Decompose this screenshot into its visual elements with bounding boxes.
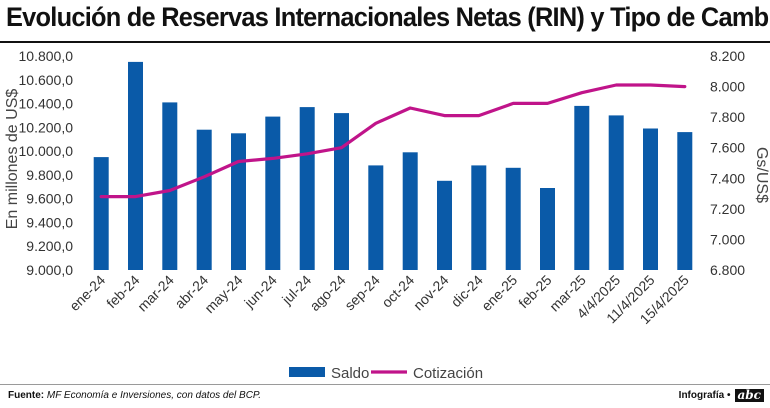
bar-oct-24: [402, 152, 418, 270]
left-tick-label: 10.400,0: [19, 96, 74, 112]
chart-title: Evolución de Reservas Internacionales Ne…: [6, 2, 770, 32]
bars-group: [93, 61, 693, 271]
x-tick-label: ene-25: [478, 272, 520, 314]
x-tick-label: jun-24: [240, 272, 280, 312]
source-text: MF Economía e Inversiones, con datos del…: [46, 390, 262, 401]
left-tick-label: 9.000,0: [26, 262, 73, 278]
left-tick-label: 10.200,0: [19, 119, 74, 135]
right-tick-label: 6.800: [710, 262, 745, 278]
credit-label: Infografía •: [678, 390, 731, 401]
bar-jul-24: [299, 107, 315, 270]
right-tick-label: 7.600: [710, 140, 745, 156]
x-axis-ticks: ene-24feb-24mar-24abr-24may-24jun-24jul-…: [66, 272, 692, 328]
source-note: Fuente: MF Economía e Inversiones, con d…: [8, 390, 261, 401]
x-tick-label: ene-24: [66, 272, 108, 314]
bar-ene-25: [505, 167, 521, 270]
bar-ago-24: [334, 113, 349, 270]
right-tick-label: 7.400: [710, 170, 745, 186]
x-tick-label: nov-24: [410, 272, 452, 314]
left-tick-label: 9.600,0: [26, 191, 73, 207]
left-tick-label: 10.800,0: [19, 48, 74, 64]
left-tick-label: 9.200,0: [26, 238, 73, 254]
legend-saldo-label: Saldo: [331, 365, 369, 382]
bar-mar-25: [574, 105, 590, 271]
bar-may-24: [231, 133, 246, 270]
right-tick-label: 7.000: [710, 231, 745, 247]
bar-feb-25: [540, 188, 555, 270]
right-axis-ticks: 6.800 7.000 7.200 7.400 7.600 7.800 8.000 8.200: [710, 48, 745, 278]
left-tick-label: 9.800,0: [26, 167, 73, 183]
source-label: Fuente:: [8, 390, 45, 401]
left-axis-ticks: 9.000,0 9.200,0 9.400,0 9.600,0 9.800,0 10.00…: [19, 48, 74, 278]
footer-rule: [0, 384, 770, 385]
right-tick-label: 7.200: [710, 201, 745, 217]
bar-ene-24: [93, 157, 109, 270]
bar-nov-24: [437, 180, 452, 270]
right-tick-label: 7.800: [710, 109, 745, 125]
abc-logo: abc: [734, 389, 764, 402]
x-tick-label: sep-24: [341, 272, 383, 314]
legend-cotizacion-label: Cotización: [413, 365, 483, 382]
right-tick-label: 8.000: [710, 79, 745, 95]
legend-saldo-swatch: [289, 367, 325, 377]
x-tick-label: may-24: [201, 272, 245, 316]
bar-feb-24: [128, 61, 143, 271]
right-axis-label: Gs/US$: [753, 147, 770, 203]
bar-4/4/2025: [608, 115, 624, 271]
x-tick-label: ago-24: [306, 272, 348, 314]
left-tick-label: 10.600,0: [19, 72, 74, 88]
left-axis-label: En millones de US$: [4, 89, 21, 230]
bar-abr-24: [196, 129, 212, 270]
title-rule: [0, 41, 770, 43]
bar-mar-24: [162, 102, 178, 271]
credit: Infografía • abc: [679, 389, 764, 402]
bar-11/4/2025: [643, 128, 658, 270]
legend: Saldo Cotización: [289, 365, 483, 382]
bar-15/4/2025: [677, 132, 693, 270]
chart-area: 9.000,0 9.200,0 9.400,0 9.600,0 9.800,0 10.00…: [4, 48, 770, 382]
x-tick-label: mar-24: [134, 272, 177, 315]
line-group: [99, 83, 687, 199]
bar-jun-24: [265, 116, 281, 270]
right-tick-label: 8.200: [710, 48, 745, 64]
bar-dic-24: [471, 165, 487, 270]
cotizacion-line: [99, 83, 687, 199]
bar-sep-24: [368, 165, 384, 270]
left-tick-label: 10.000,0: [19, 143, 74, 159]
left-tick-label: 9.400,0: [26, 214, 73, 230]
